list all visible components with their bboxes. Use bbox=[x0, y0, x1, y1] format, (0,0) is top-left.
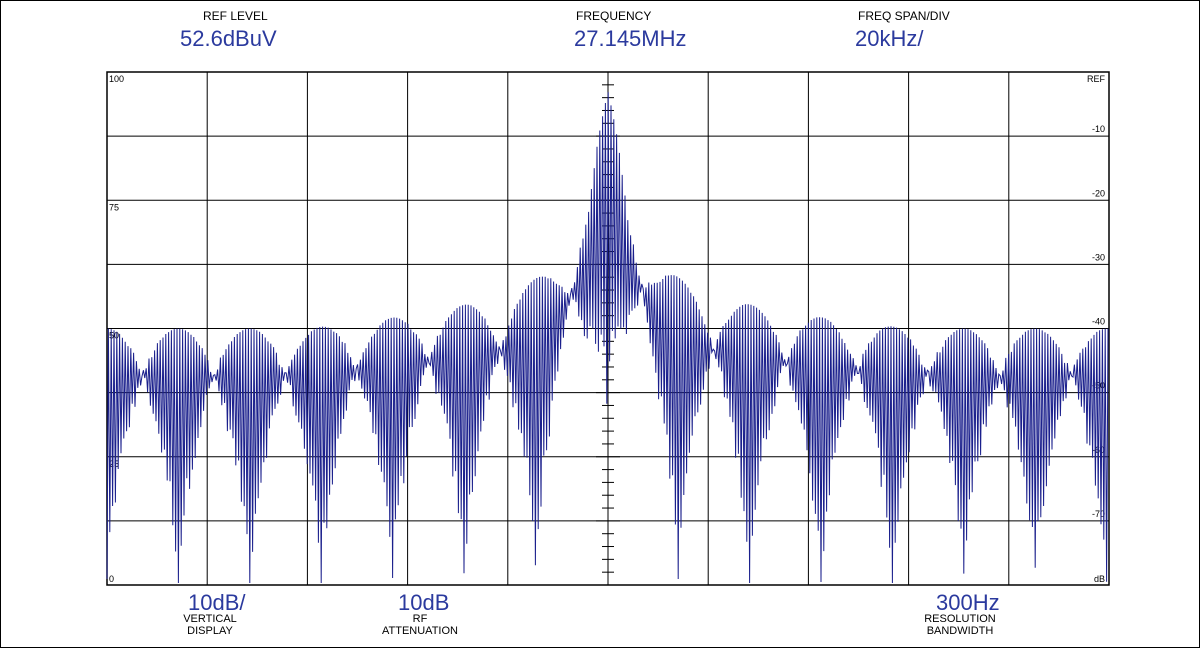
res-caption-line-2: BANDWIDTH bbox=[926, 625, 994, 637]
freq-span-value: 20kHz/ bbox=[855, 26, 924, 51]
rf-caption-line-1: RF bbox=[412, 613, 428, 625]
frequency-label: FREQUENCY bbox=[576, 9, 652, 23]
right-scale-label: -10 bbox=[1092, 124, 1105, 134]
vertical-caption-line-2: DISPLAY bbox=[187, 625, 233, 637]
spectrum-trace bbox=[106, 92, 1109, 584]
rf-caption-line-2: ATTENUATION bbox=[382, 625, 458, 637]
freq-span-label: FREQ SPAN/DIV bbox=[858, 9, 950, 23]
vertical-caption-line-1: VERTICAL bbox=[183, 613, 237, 625]
rf-attenuation-value: 10dB bbox=[398, 590, 450, 615]
rf-attenuation-caption: RF ATTENUATION bbox=[365, 613, 475, 637]
left-scale-label: 0 bbox=[109, 574, 114, 584]
res-caption-line-1: RESOLUTION bbox=[924, 613, 996, 625]
ref-level-value: 52.6dBuV bbox=[180, 26, 277, 51]
right-scale-label: -50 bbox=[1092, 381, 1105, 391]
vertical-display-caption: VERTICAL DISPLAY bbox=[170, 613, 250, 637]
resolution-bandwidth-value: 300Hz bbox=[936, 590, 1000, 615]
right-scale-label: -20 bbox=[1092, 188, 1105, 198]
right-scale-label: -30 bbox=[1092, 252, 1105, 262]
right-scale-label: -40 bbox=[1092, 317, 1105, 327]
right-scale-label: dB bbox=[1094, 574, 1105, 584]
ref-level-label: REF LEVEL bbox=[203, 9, 268, 23]
vertical-display-value: 10dB/ bbox=[188, 590, 246, 615]
left-scale-label: 100 bbox=[109, 74, 124, 84]
right-scale-label: REF bbox=[1087, 74, 1106, 84]
left-scale-label: 25 bbox=[109, 459, 119, 469]
frequency-value: 27.145MHz bbox=[574, 26, 687, 51]
right-scale-label: -70 bbox=[1092, 509, 1105, 519]
resolution-bandwidth-caption: RESOLUTION BANDWIDTH bbox=[905, 613, 1015, 637]
left-scale-label: 75 bbox=[109, 202, 119, 212]
